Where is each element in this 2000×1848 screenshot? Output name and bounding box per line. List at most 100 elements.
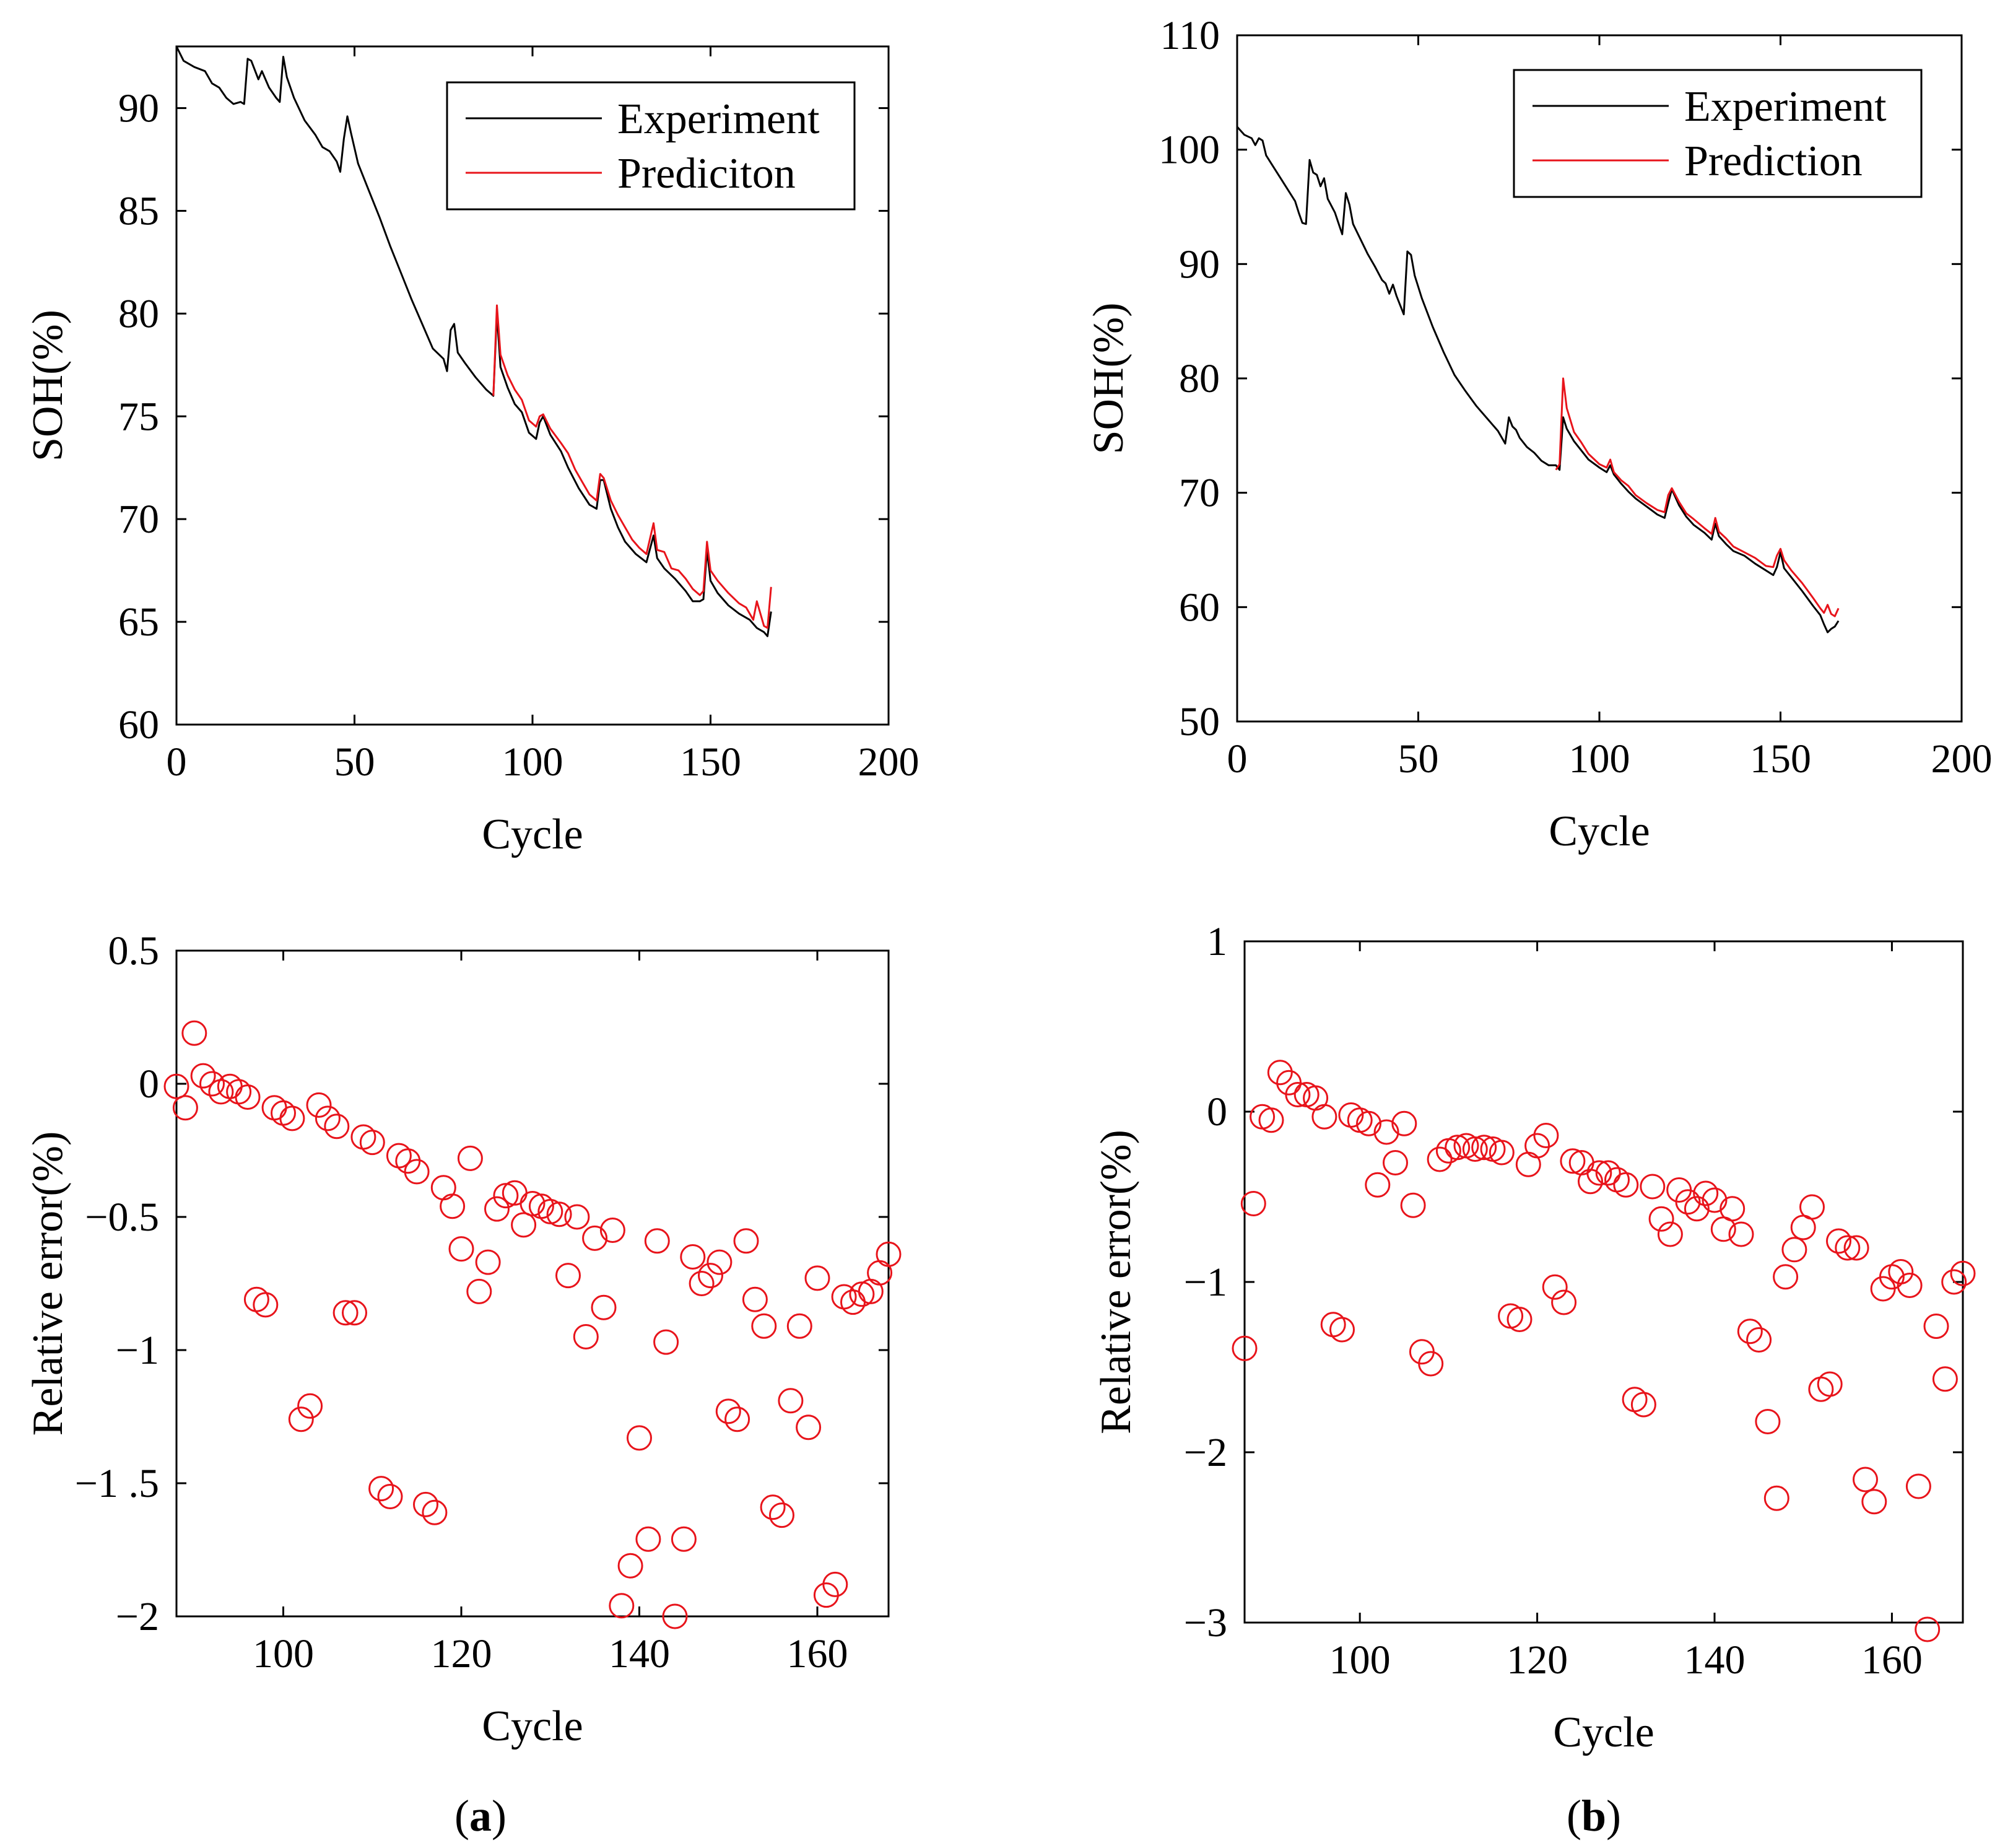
b-err-error-point [1240, 1191, 1266, 1216]
a-soh-series-experiment-line [176, 46, 772, 637]
b-err-x-tick-label: 100 [1329, 1637, 1391, 1683]
b-err-error-point [1303, 1085, 1329, 1111]
b-err-error-point [1675, 1189, 1701, 1215]
b-err-error-point [1640, 1174, 1666, 1200]
a-err-error-point [796, 1414, 822, 1440]
b-err-error-point [1897, 1273, 1923, 1298]
b-err-error-point [1728, 1221, 1754, 1247]
a-err-y-tick-label: −1 [116, 1328, 159, 1373]
a-err-error-point [261, 1095, 287, 1121]
a-soh-chart: 0 50 100 150 200 60 65 70 75 80 85 90 Cycle SOH(%) Exp… [24, 45, 920, 858]
a-err-error-point [172, 1095, 198, 1121]
b-soh-x-tick-label: 0 [1227, 736, 1248, 782]
b-soh-legend-box [1513, 69, 1923, 198]
a-err-error-point [671, 1526, 697, 1552]
a-err-error-point [733, 1228, 759, 1254]
a-soh-y-tick-label: 80 [118, 291, 159, 336]
b-err-x-tick-label: 140 [1684, 1637, 1746, 1683]
b-err-axes-box [1243, 940, 1964, 1624]
a-err-error-point [573, 1324, 599, 1349]
b-err-chart: 100 120 140 160 1 0 −1 −2 −3 Cycle Relative error(… [1092, 919, 1976, 1756]
b-err-error-point [1613, 1172, 1639, 1198]
b-err-error-point [1657, 1221, 1683, 1247]
b-err-x-tick-label: 160 [1861, 1637, 1923, 1683]
a-err-error-point [680, 1244, 706, 1270]
a-err-error-point [190, 1063, 216, 1089]
a-soh-y-tick-label: 85 [118, 188, 159, 233]
a-err-error-point [582, 1225, 608, 1251]
a-err-error-point [715, 1398, 741, 1424]
a-err-y-tick-label: −1 .5 [75, 1461, 159, 1506]
a-err-error-point [546, 1201, 572, 1227]
b-err-y-tick-label: −2 [1184, 1430, 1227, 1475]
a-err-error-point [440, 1193, 466, 1219]
b-err-error-point [1542, 1274, 1568, 1300]
a-err-error-point [235, 1084, 261, 1110]
a-err-error-point [466, 1278, 492, 1304]
a-err-error-point [279, 1105, 305, 1131]
b-err-y-tick-label: 1 [1207, 919, 1227, 964]
a-err-error-point [422, 1499, 448, 1525]
a-err-error-point [457, 1145, 483, 1171]
b-err-error-point [1720, 1196, 1746, 1222]
b-soh-y-tick-label: 110 [1160, 13, 1220, 58]
a-err-error-point [813, 1582, 839, 1608]
a-err-error-point [858, 1278, 884, 1304]
a-err-error-point [769, 1502, 794, 1528]
a-soh-x-tick-label: 150 [680, 739, 741, 785]
a-err-error-point [448, 1236, 474, 1262]
a-err-error-point [359, 1130, 385, 1156]
b-err-y-tick-label: −1 [1184, 1260, 1227, 1305]
a-soh-y-tick-label: 65 [118, 599, 159, 645]
b-soh-y-tick-label: 60 [1179, 585, 1220, 630]
a-soh-legend-label-prediciton: Prediciton [617, 150, 796, 198]
a-err-error-point [609, 1593, 635, 1619]
b-err-error-point [1489, 1140, 1515, 1166]
a-err-error-point [849, 1281, 875, 1307]
a-soh-series-prediciton-line [492, 304, 772, 629]
a-err-x-tick-label: 100 [253, 1631, 314, 1676]
a-err-error-point [502, 1180, 528, 1206]
b-err-error-point [1524, 1133, 1550, 1159]
a-err-error-point [804, 1265, 830, 1291]
b-err-error-point [1551, 1289, 1577, 1315]
a-err-chart: 100 120 140 160 0.5 0 −0.5 −1 −1 .5 −2 Cycle Relati… [24, 928, 902, 1750]
a-err-error-point [368, 1476, 394, 1502]
a-soh-y-tick-label: 90 [118, 86, 159, 131]
b-err-error-point [1923, 1314, 1949, 1339]
b-soh-y-axis-title: SOH(%) [1085, 303, 1133, 455]
a-err-y-tick-label: 0.5 [108, 928, 160, 974]
a-soh-x-axis-title: Cycle [482, 811, 583, 858]
a-err-y-axis-title: Relative error(%) [24, 1131, 72, 1436]
b-soh-legend-label-prediction: Prediction [1684, 137, 1863, 185]
a-err-error-point [297, 1393, 323, 1419]
a-err-error-point [635, 1526, 661, 1552]
a-err-error-point [778, 1388, 804, 1414]
b-err-y-tick-label: 0 [1207, 1089, 1227, 1135]
b-err-error-point [1746, 1327, 1772, 1353]
b-err-error-point [1595, 1160, 1621, 1186]
a-err-x-tick-label: 160 [787, 1631, 848, 1676]
b-err-error-point [1773, 1264, 1799, 1290]
b-err-error-point [1817, 1371, 1843, 1397]
a-err-error-point [555, 1263, 581, 1289]
b-err-error-point [1630, 1392, 1656, 1418]
a-err-error-point [163, 1073, 189, 1099]
a-err-x-axis-title: Cycle [482, 1702, 583, 1750]
b-soh-series-experiment-line [1237, 126, 1840, 634]
b-soh-x-tick-label: 100 [1569, 736, 1630, 782]
a-err-error-point [430, 1175, 456, 1201]
b-err-x-axis-title: Cycle [1553, 1709, 1654, 1756]
a-soh-y-tick-label: 70 [118, 497, 159, 542]
b-err-error-point [1320, 1312, 1346, 1338]
b-soh-y-tick-label: 90 [1179, 242, 1220, 287]
b-err-error-point [1578, 1169, 1603, 1195]
a-err-error-point [413, 1491, 438, 1517]
b-soh-x-axis-title: Cycle [1549, 808, 1650, 855]
b-soh-y-tick-label: 100 [1159, 128, 1220, 173]
b-err-error-point [1400, 1192, 1426, 1218]
a-err-error-point [511, 1212, 537, 1238]
b-err-error-point [1507, 1307, 1533, 1332]
a-err-error-point [226, 1079, 252, 1105]
a-err-error-point [751, 1313, 777, 1339]
